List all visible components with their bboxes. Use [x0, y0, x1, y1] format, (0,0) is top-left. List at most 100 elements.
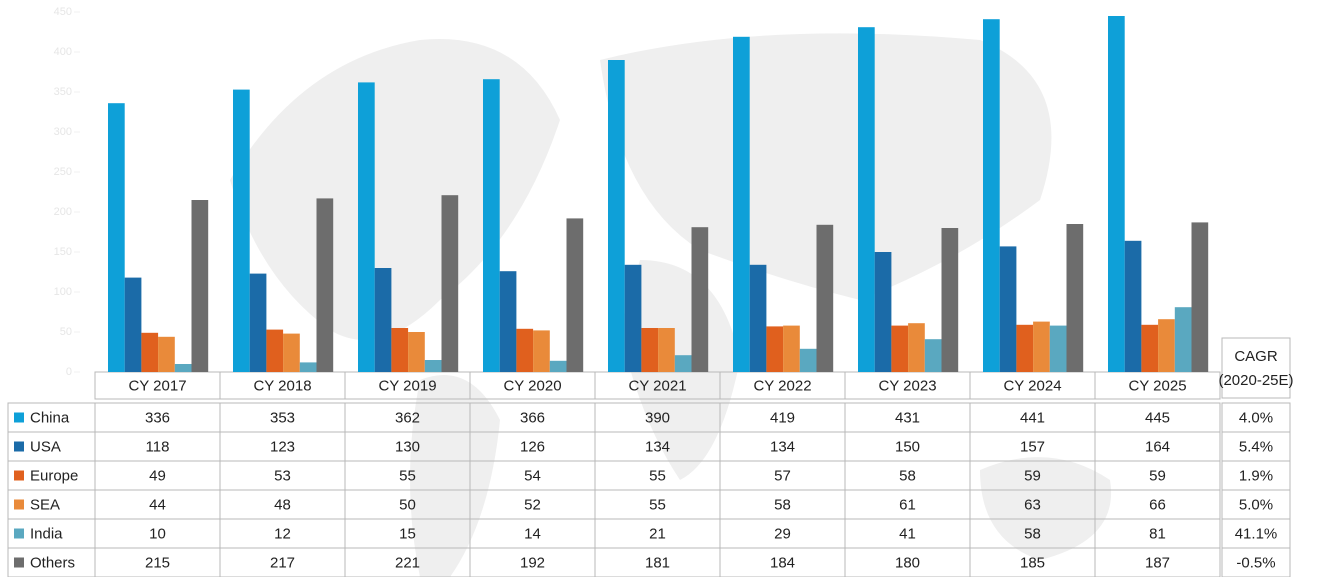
table-value: 15: [399, 525, 416, 542]
legend-swatch: [14, 412, 24, 423]
cagr-cell: [1221, 547, 1291, 577]
y-tick-label: 250: [54, 166, 72, 178]
bar: [658, 328, 675, 372]
table-value: 58: [774, 496, 791, 513]
table-value: 134: [770, 438, 795, 455]
bar: [358, 82, 375, 373]
legend-swatch: [14, 441, 24, 452]
table-value: 49: [149, 467, 166, 484]
table-value: 150: [895, 438, 920, 455]
table-value: 118: [146, 438, 170, 455]
table-value: 29: [774, 525, 791, 542]
cagr-value: 4.0%: [1239, 409, 1273, 426]
table-value: 181: [645, 554, 670, 571]
legend-label: India: [30, 525, 63, 542]
bar: [891, 325, 909, 372]
table-value: 14: [524, 525, 541, 542]
bar: [874, 252, 892, 372]
table-value: 57: [774, 467, 791, 484]
legend-swatch: [14, 499, 24, 510]
legend-label: SEA: [30, 496, 60, 513]
table-value: 221: [395, 554, 420, 571]
legend-label: Europe: [30, 467, 78, 484]
bar: [566, 218, 584, 372]
bar: [1066, 224, 1084, 372]
bar: [158, 336, 175, 372]
bar: [408, 332, 425, 372]
table-value: 164: [1145, 438, 1170, 455]
bar: [174, 364, 192, 372]
table-value: 81: [1149, 525, 1166, 542]
bar: [533, 330, 550, 372]
y-tick-label: 200: [54, 206, 72, 218]
bar: [691, 227, 709, 372]
table-value: 134: [645, 438, 670, 455]
bar: [641, 328, 659, 372]
table-value: 55: [649, 496, 666, 513]
bar: [1124, 240, 1142, 372]
table-value: 441: [1020, 409, 1045, 426]
table-value: 192: [520, 554, 545, 571]
y-tick-label: 300: [54, 126, 72, 138]
table-value: 12: [274, 525, 291, 542]
bar: [783, 325, 800, 372]
cagr-value: 5.0%: [1239, 496, 1273, 513]
x-tick-label: CY 2018: [253, 377, 311, 394]
table-value: 336: [145, 409, 170, 426]
table-value: 21: [649, 525, 666, 542]
bar: [766, 326, 784, 372]
bar: [749, 264, 767, 372]
cagr-header-cell: [1221, 337, 1291, 399]
table-value: 184: [770, 554, 795, 571]
x-tick-label: CY 2021: [628, 377, 686, 394]
table-value: 10: [149, 525, 166, 542]
bar: [299, 362, 317, 372]
bar: [733, 36, 750, 373]
cagr-header: CAGR: [1234, 348, 1278, 365]
cagr-value: 41.1%: [1235, 525, 1278, 542]
bar: [191, 200, 209, 372]
table-value: 61: [899, 496, 916, 513]
table-value: 445: [1145, 409, 1170, 426]
bar: [1141, 324, 1159, 372]
table-value: 185: [1020, 554, 1045, 571]
table-value: 53: [274, 467, 291, 484]
cagr-value: -0.5%: [1236, 554, 1275, 571]
table-value: 41: [899, 525, 916, 542]
table-value: 59: [1149, 467, 1166, 484]
bar: [908, 323, 925, 372]
y-tick-label: 100: [54, 286, 72, 298]
table-value: 353: [270, 409, 295, 426]
table-value: 362: [395, 409, 420, 426]
bar: [249, 273, 267, 372]
bar: [1016, 324, 1034, 372]
bar: [316, 198, 334, 372]
table-value: 126: [520, 438, 545, 455]
y-tick-label: 400: [54, 46, 72, 58]
bar: [124, 277, 142, 372]
cagr-value: 5.4%: [1239, 438, 1273, 455]
table-value: 217: [270, 554, 295, 571]
bar: [1158, 319, 1175, 372]
bar: [816, 224, 834, 372]
table-value: 59: [1024, 467, 1041, 484]
bar: [983, 19, 1000, 372]
bar: [374, 268, 392, 372]
y-tick-label: 350: [54, 86, 72, 98]
y-tick-label: 0: [66, 366, 72, 378]
bar: [608, 60, 625, 372]
x-tick-label: CY 2024: [1003, 377, 1061, 394]
table-value: 48: [274, 496, 291, 513]
x-tick-label: CY 2017: [128, 377, 186, 394]
bar: [108, 103, 125, 372]
table-value: 419: [770, 409, 795, 426]
table-value: 431: [895, 409, 920, 426]
table-value: 44: [149, 496, 166, 513]
bar: [483, 79, 500, 372]
table-value: 390: [645, 409, 670, 426]
table-value: 58: [1024, 525, 1041, 542]
bar: [999, 246, 1017, 372]
bar: [516, 328, 534, 372]
bar: [924, 339, 942, 372]
